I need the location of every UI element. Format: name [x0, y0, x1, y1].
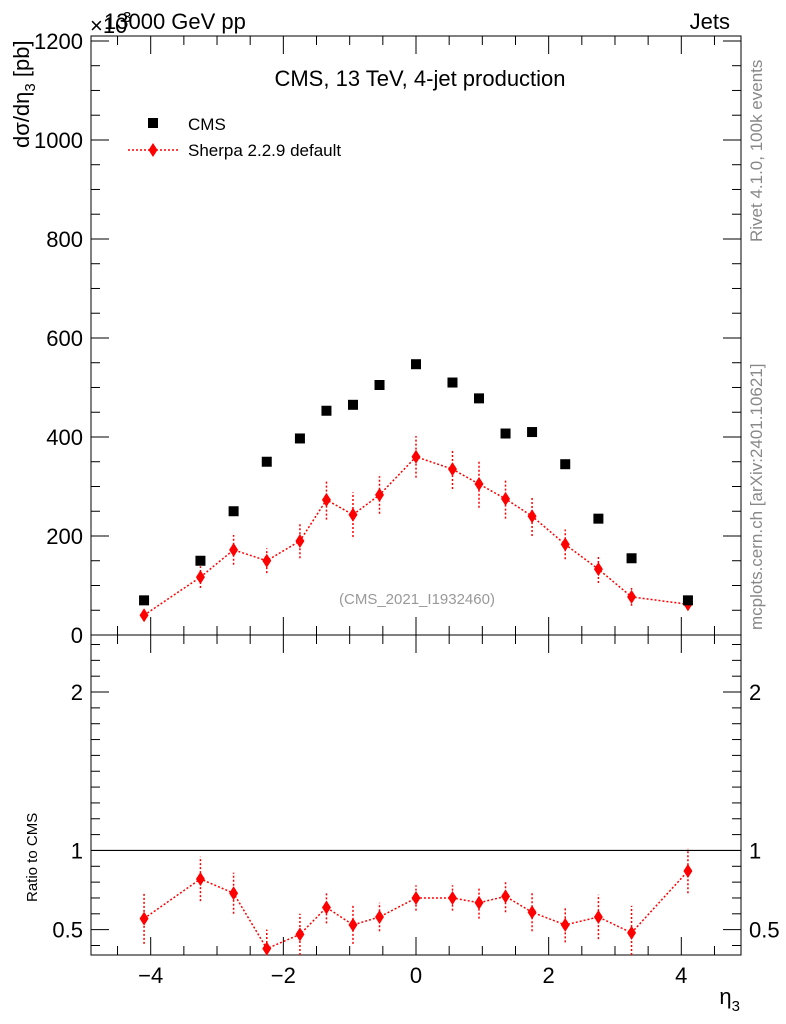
legend-sherpa-label: Sherpa 2.2.9 default [188, 141, 341, 160]
ratio-point [593, 909, 603, 924]
cms-point [374, 380, 385, 391]
cms-point [228, 506, 239, 517]
ratio-point [474, 895, 484, 910]
sherpa-point [627, 589, 637, 604]
cms-point [500, 428, 511, 439]
sherpa-point [447, 462, 457, 477]
ratio-y-axis-label: Ratio to CMS [24, 813, 41, 902]
sherpa-point [295, 533, 305, 548]
cms-point [527, 427, 538, 438]
cms-point [411, 359, 421, 370]
main-panel: 0 200 400 600 800 1000 1200 CMS, 13 TeV, 4-jet… [9, 29, 742, 648]
ratio-ytick-label: 0.5 [52, 918, 83, 943]
ratio-point [627, 925, 637, 940]
y-axis-label: dσ/dη3 [pb] [9, 40, 39, 148]
ratio-point [501, 889, 511, 904]
ratio-panel: 0.5 0.5 1 1 2 2 −4 −2 0 2 4 Ratio to CMS [24, 634, 780, 988]
main-ytick-label: 600 [46, 326, 83, 351]
main-ytick-label: 200 [46, 524, 83, 549]
ratio-point [375, 909, 385, 924]
ratio-ytick-label-right: 2 [749, 680, 761, 705]
ratio-panel-frame [90, 634, 742, 956]
x-axis-label: η3 [719, 984, 740, 1015]
y-scale-power: 3 [123, 9, 131, 26]
main-title: CMS, 13 TeV, 4-jet production [274, 66, 565, 91]
main-ytick-label: 400 [46, 425, 83, 450]
main-ytick-label: 1000 [34, 128, 83, 153]
ratio-series-group [139, 848, 693, 956]
sherpa-point [139, 608, 149, 623]
sherpa-point [527, 509, 537, 524]
cms-point [321, 405, 332, 416]
ratio-point [411, 890, 421, 905]
x-tick-label: −4 [138, 963, 163, 988]
ratio-point [527, 905, 537, 920]
ratio-point [295, 927, 305, 942]
ratio-ytick-label-right: 0.5 [749, 918, 780, 943]
main-ytick-label: 800 [46, 227, 83, 252]
process-label: 13000 GeV pp [104, 9, 246, 34]
ratio-point [262, 941, 272, 956]
y-scale-prefix: ×10 [90, 13, 127, 38]
ratio-ytick-label: 1 [71, 838, 83, 863]
main-axis-ticks: 0 200 400 600 800 1000 1200 [34, 29, 741, 648]
ratio-point [683, 864, 693, 879]
x-tick-label: 2 [543, 963, 555, 988]
ratio-ytick-label-right: 1 [749, 838, 761, 863]
legend-sherpa-marker [148, 143, 158, 157]
cms-point [682, 595, 693, 606]
cms-point [261, 456, 272, 467]
cms-point [626, 553, 637, 564]
sherpa-point [375, 487, 385, 502]
sherpa-point [474, 477, 484, 492]
mcplots-label: mcplots.cern.ch [arXiv:2401.10621] [747, 364, 766, 630]
sherpa-point [229, 542, 239, 557]
sherpa-point [560, 537, 570, 552]
sherpa-point [593, 562, 603, 577]
sherpa-point [501, 491, 511, 506]
sherpa-point [262, 553, 272, 568]
cms-point [294, 433, 305, 444]
main-ytick-label: 0 [71, 623, 83, 648]
cms-point [593, 513, 604, 524]
main-ytick-label: 1200 [34, 29, 83, 54]
ratio-point [195, 871, 205, 886]
x-tick-label: 0 [410, 963, 422, 988]
ratio-ytick-label: 2 [71, 680, 83, 705]
ratio-point [560, 917, 570, 932]
ratio-point [348, 917, 358, 932]
sherpa-point [195, 570, 205, 585]
legend-cms-label: CMS [188, 115, 226, 134]
rivet-label: Rivet 4.1.0, 100k events [747, 60, 766, 242]
sherpa-point [348, 507, 358, 522]
cms-point [474, 393, 485, 404]
x-tick-label: −2 [271, 963, 296, 988]
legend-cms-marker [148, 118, 158, 128]
watermark: (CMS_2021_I1932460) [339, 591, 495, 608]
ratio-axis-ticks: 0.5 0.5 1 1 2 2 −4 −2 0 2 4 [52, 635, 780, 988]
cms-point [139, 595, 150, 606]
cms-point [560, 459, 571, 470]
main-series-group [139, 359, 693, 623]
legend: CMS Sherpa 2.2.9 default [128, 115, 341, 160]
cms-point [347, 399, 358, 410]
ratio-point [321, 900, 331, 915]
cms-point [195, 555, 206, 566]
category-label: Jets [690, 9, 730, 34]
ratio-point [229, 886, 239, 901]
ratio-point [139, 911, 149, 926]
sherpa-point [321, 492, 331, 507]
sherpa-point [411, 449, 421, 464]
x-tick-label: 4 [675, 963, 687, 988]
cms-point [447, 377, 458, 388]
ratio-point [447, 890, 457, 905]
